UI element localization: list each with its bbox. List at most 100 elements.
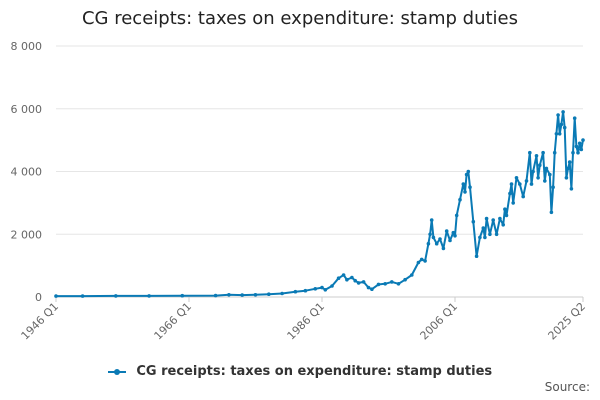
data-point[interactable] bbox=[336, 276, 341, 281]
data-point[interactable] bbox=[501, 223, 506, 227]
data-point[interactable] bbox=[350, 275, 354, 280]
data-point[interactable] bbox=[561, 110, 565, 114]
data-point[interactable] bbox=[572, 116, 577, 120]
data-point[interactable] bbox=[491, 218, 496, 222]
data-point[interactable] bbox=[518, 182, 522, 186]
legend[interactable]: CG receipts: taxes on expenditure: stamp… bbox=[0, 364, 600, 379]
data-point[interactable] bbox=[471, 219, 476, 224]
data-point[interactable] bbox=[543, 179, 547, 183]
data-point[interactable] bbox=[80, 294, 85, 298]
data-point[interactable] bbox=[554, 132, 559, 136]
data-point[interactable] bbox=[483, 235, 487, 240]
data-point[interactable] bbox=[494, 232, 499, 237]
data-point[interactable] bbox=[498, 216, 502, 221]
data-point[interactable] bbox=[566, 166, 570, 171]
data-point[interactable] bbox=[330, 284, 334, 288]
data-point[interactable] bbox=[419, 257, 424, 262]
data-point[interactable] bbox=[478, 235, 482, 240]
data-point[interactable] bbox=[521, 194, 525, 199]
data-point[interactable] bbox=[434, 241, 439, 246]
data-point[interactable] bbox=[484, 216, 489, 221]
data-point[interactable] bbox=[453, 234, 457, 238]
data-point[interactable] bbox=[54, 294, 58, 298]
data-point[interactable] bbox=[488, 232, 492, 237]
data-point[interactable] bbox=[366, 285, 371, 290]
data-point[interactable] bbox=[549, 210, 554, 215]
data-point[interactable] bbox=[538, 163, 542, 167]
data-point[interactable] bbox=[576, 150, 580, 155]
data-point[interactable] bbox=[390, 280, 394, 284]
data-point[interactable] bbox=[559, 122, 564, 127]
data-point[interactable] bbox=[536, 176, 540, 180]
data-point[interactable] bbox=[370, 287, 374, 292]
data-point[interactable] bbox=[481, 226, 486, 230]
data-point[interactable] bbox=[463, 190, 467, 194]
data-point[interactable] bbox=[509, 182, 514, 186]
data-point[interactable] bbox=[567, 160, 572, 164]
data-point[interactable] bbox=[303, 288, 308, 293]
data-point[interactable] bbox=[574, 144, 579, 149]
data-point[interactable] bbox=[429, 218, 434, 222]
data-point[interactable] bbox=[423, 259, 427, 263]
data-point[interactable] bbox=[376, 282, 381, 287]
data-point[interactable] bbox=[253, 293, 258, 297]
data-point[interactable] bbox=[267, 292, 271, 297]
data-point[interactable] bbox=[557, 132, 562, 136]
data-point[interactable] bbox=[448, 238, 452, 243]
data-point[interactable] bbox=[323, 288, 328, 292]
data-point[interactable] bbox=[454, 213, 459, 218]
data-point[interactable] bbox=[227, 293, 231, 297]
data-point[interactable] bbox=[544, 166, 549, 171]
data-point[interactable] bbox=[361, 280, 366, 284]
data-point[interactable] bbox=[508, 191, 512, 196]
data-point[interactable] bbox=[464, 172, 469, 177]
data-point[interactable] bbox=[528, 150, 532, 155]
data-point[interactable] bbox=[240, 293, 244, 297]
data-point[interactable] bbox=[280, 291, 284, 296]
data-point[interactable] bbox=[474, 254, 479, 258]
data-point[interactable] bbox=[529, 182, 534, 186]
data-point[interactable] bbox=[503, 207, 507, 211]
data-point[interactable] bbox=[313, 287, 318, 291]
data-point[interactable] bbox=[524, 179, 529, 183]
data-point[interactable] bbox=[581, 138, 585, 142]
data-point[interactable] bbox=[383, 282, 388, 286]
data-point[interactable] bbox=[428, 232, 432, 237]
data-point[interactable] bbox=[416, 260, 421, 265]
data-point[interactable] bbox=[403, 277, 407, 282]
data-point[interactable] bbox=[451, 230, 456, 235]
series-line[interactable] bbox=[56, 110, 584, 298]
data-point[interactable] bbox=[562, 125, 567, 130]
data-point[interactable] bbox=[431, 235, 436, 240]
data-point[interactable] bbox=[461, 182, 466, 186]
data-point[interactable] bbox=[541, 150, 545, 155]
data-point[interactable] bbox=[569, 187, 574, 191]
data-point[interactable] bbox=[441, 246, 446, 251]
data-point[interactable] bbox=[180, 293, 185, 298]
data-point[interactable] bbox=[514, 176, 519, 180]
data-point[interactable] bbox=[458, 197, 462, 202]
data-point[interactable] bbox=[548, 172, 552, 177]
data-point[interactable] bbox=[353, 278, 358, 283]
data-point[interactable] bbox=[579, 147, 584, 152]
data-point[interactable] bbox=[444, 229, 449, 233]
data-point[interactable] bbox=[438, 237, 442, 241]
data-point[interactable] bbox=[511, 201, 515, 205]
data-point[interactable] bbox=[356, 281, 361, 285]
data-point[interactable] bbox=[410, 273, 414, 277]
data-point[interactable] bbox=[468, 185, 472, 189]
data-point[interactable] bbox=[577, 141, 582, 146]
data-point[interactable] bbox=[564, 176, 569, 180]
data-point[interactable] bbox=[320, 285, 324, 290]
data-point[interactable] bbox=[426, 241, 431, 246]
data-point[interactable] bbox=[534, 154, 539, 158]
data-point[interactable] bbox=[466, 169, 471, 174]
data-point[interactable] bbox=[571, 150, 575, 155]
data-point[interactable] bbox=[293, 289, 298, 294]
data-point[interactable] bbox=[531, 169, 535, 174]
data-point[interactable] bbox=[147, 294, 151, 298]
data-point[interactable] bbox=[556, 113, 560, 117]
data-point[interactable] bbox=[345, 277, 349, 282]
data-point[interactable] bbox=[551, 185, 555, 189]
data-point[interactable] bbox=[213, 293, 218, 298]
